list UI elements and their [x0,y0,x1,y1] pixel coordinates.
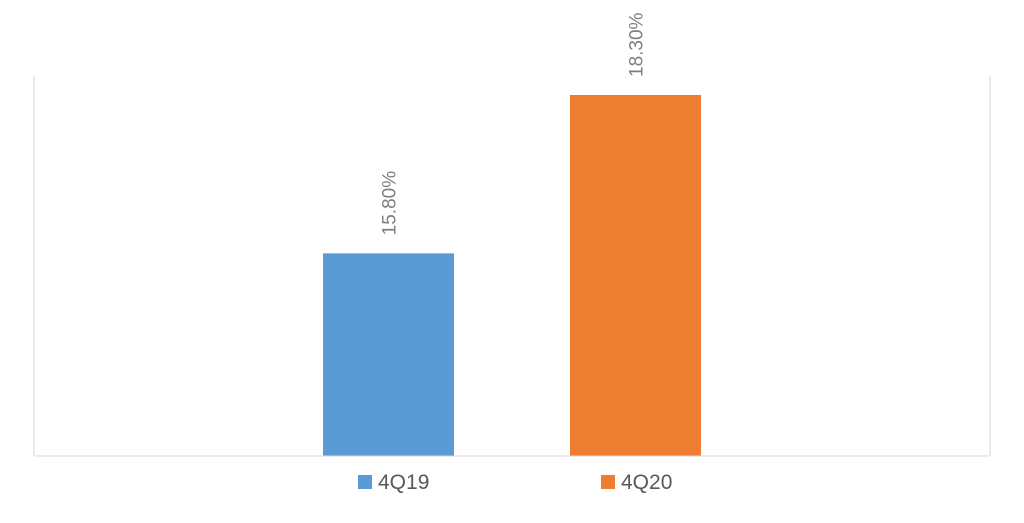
data-label-4q19: 15.80% [380,171,401,236]
bar-4q19 [323,253,454,456]
legend-swatch-4q19 [358,475,372,489]
legend-item-4q20: 4Q20 [601,471,672,494]
data-label-4q20: 18.30% [627,12,648,77]
legend: 4Q19 4Q20 [358,471,672,494]
legend-label-4q20: 4Q20 [621,471,672,494]
legend-item-4q19: 4Q19 [358,471,429,494]
legend-swatch-4q20 [601,475,615,489]
legend-label-4q19: 4Q19 [378,471,429,494]
bar-4q20 [570,95,701,456]
bars-layer [323,95,701,456]
data-labels-layer: 15.80% 18.30% [380,12,648,235]
